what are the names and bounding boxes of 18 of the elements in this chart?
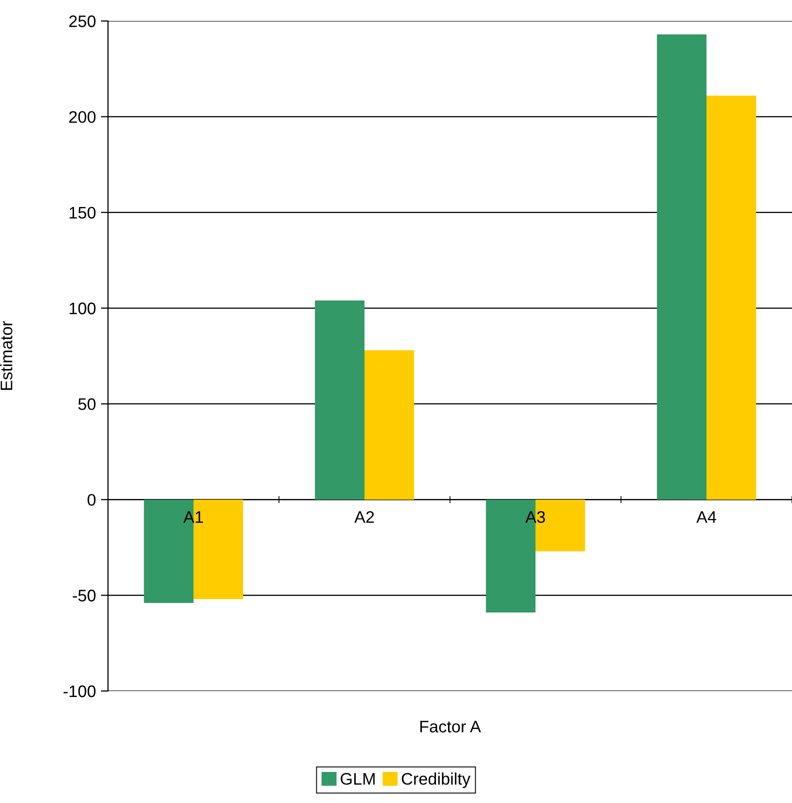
x-axis-title: Factor A (420, 720, 481, 732)
y-tick-label: 150 (70, 206, 96, 219)
bar (706, 96, 756, 500)
bar (656, 34, 706, 500)
y-tick-label: 100 (70, 302, 96, 314)
legend-label: Credibilty (402, 772, 470, 788)
y-tick-label: 50 (78, 398, 96, 410)
bar (364, 350, 414, 500)
x-tick-label: A2 (354, 511, 374, 523)
bar (314, 300, 364, 500)
y-axis-title: Estimator (0, 321, 12, 390)
y-tick-label: -100 (64, 685, 96, 698)
x-tick-label: A4 (696, 511, 716, 523)
y-tick-label: 250 (69, 15, 96, 28)
y-tick-label: -50 (72, 590, 96, 602)
y-tick-label: 200 (69, 111, 96, 123)
legend-label: GLM (340, 772, 375, 785)
y-tick-label: 0 (88, 494, 96, 506)
